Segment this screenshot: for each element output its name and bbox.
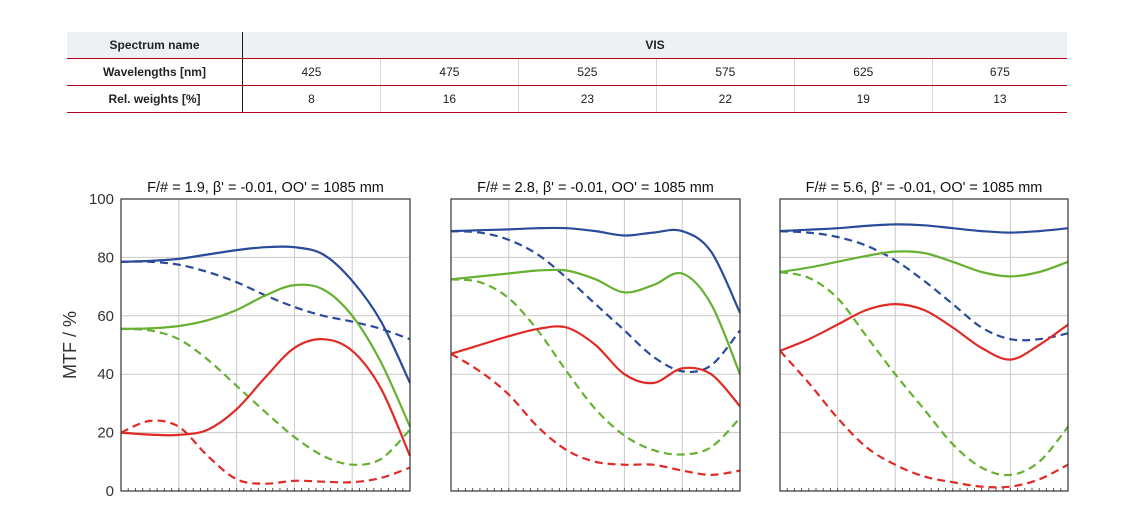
mtf-plot-1: F/# = 1.9, β' = -0.01, OO' = 1085 mm 0 20 4… — [89, 180, 412, 500]
series-line-green-solid — [450, 268, 742, 375]
wavelength-cell: 475 — [380, 58, 519, 86]
plot-frame — [120, 198, 411, 492]
series-line-red-dashed — [779, 350, 1069, 489]
y-axis-label: MTF / % — [60, 311, 80, 379]
spectrum-name-row: Spectrum name VIS — [67, 32, 1067, 59]
spectrum-name-value: VIS — [242, 32, 1067, 59]
y-tick-label: 80 — [97, 249, 114, 266]
weight-cell: 22 — [656, 85, 795, 113]
y-tick-label: 60 — [97, 308, 114, 325]
series-line-blue-dashed — [450, 230, 741, 374]
chart-title: F/# = 1.9, β' = -0.01, OO' = 1085 mm — [147, 180, 384, 196]
y-tick-label: 0 — [106, 483, 114, 500]
spectrum-table: Spectrum name VIS Wavelengths [nm] 425 4… — [67, 32, 1067, 113]
weights-header: Rel. weights [%] — [67, 85, 243, 113]
plot-frame — [450, 198, 741, 492]
mtf-plot-3: F/# = 5.6, β' = -0.01, OO' = 1085 mm — [779, 180, 1069, 492]
y-tick-label: 40 — [97, 366, 114, 383]
plot-frame — [779, 198, 1069, 492]
wavelength-cell: 425 — [242, 58, 381, 86]
wavelength-cell: 575 — [656, 58, 795, 86]
chart-title: F/# = 5.6, β' = -0.01, OO' = 1085 mm — [806, 180, 1043, 196]
series-line-green-dashed — [450, 278, 741, 456]
wavelengths-row: Wavelengths [nm] 425 475 525 575 625 675 — [67, 58, 1067, 86]
series-line-blue-solid — [120, 245, 411, 384]
series-line-red-solid — [779, 302, 1069, 361]
y-tick-label: 100 — [89, 191, 114, 208]
wavelength-cell: 675 — [932, 58, 1067, 86]
spectrum-name-header: Spectrum name — [67, 32, 243, 59]
weight-cell: 13 — [932, 85, 1067, 113]
weights-row: Rel. weights [%] 8 16 23 22 19 13 — [67, 85, 1067, 113]
chart-title: F/# = 2.8, β' = -0.01, OO' = 1085 mm — [477, 180, 714, 196]
wavelengths-header: Wavelengths [nm] — [67, 58, 243, 86]
series-line-red-solid — [450, 325, 741, 408]
mtf-plot-2: F/# = 2.8, β' = -0.01, OO' = 1085 mm — [450, 180, 742, 492]
wavelength-cell: 625 — [794, 58, 933, 86]
weight-cell: 23 — [518, 85, 657, 113]
weight-cell: 16 — [380, 85, 519, 113]
series-line-red-dashed — [450, 352, 741, 477]
series-line-green-solid — [120, 283, 412, 428]
y-tick-label: 20 — [97, 425, 114, 442]
series-line-green-dashed — [779, 270, 1069, 477]
series-line-red-solid — [120, 338, 412, 457]
series-line-blue-solid — [779, 223, 1069, 234]
series-line-red-dashed — [120, 419, 411, 485]
series-line-green-solid — [779, 250, 1069, 278]
weight-cell: 8 — [242, 85, 381, 113]
weight-cell: 19 — [794, 85, 933, 113]
wavelength-cell: 525 — [518, 58, 657, 86]
series-line-green-dashed — [120, 327, 411, 466]
series-line-blue-solid — [450, 226, 741, 314]
